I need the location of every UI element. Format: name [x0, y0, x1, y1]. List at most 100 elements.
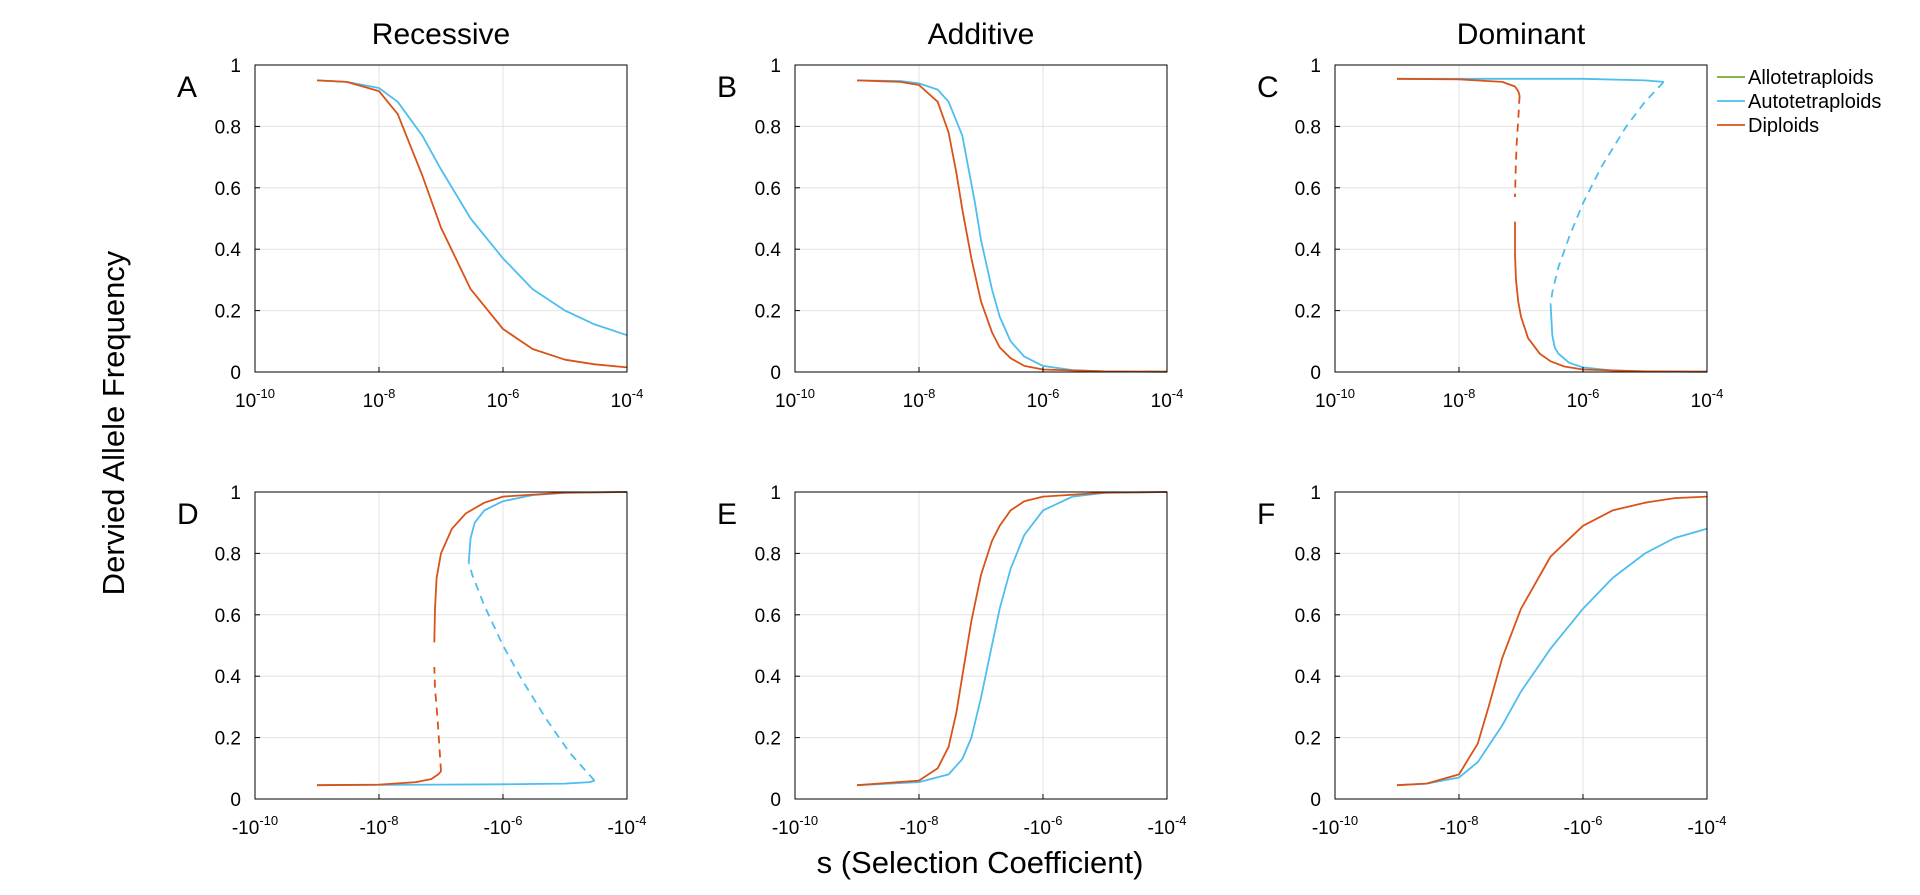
axes-box: [254, 64, 628, 373]
x-tick-exponent: -6: [1048, 386, 1060, 401]
x-axis-title: s (Selection Coefficient): [817, 845, 1144, 880]
x-tick-base: 10: [611, 391, 632, 412]
x-tick-label: 10-8: [903, 386, 936, 412]
x-tick-label: 10-8: [363, 386, 396, 412]
y-tick-label: 1: [230, 56, 241, 77]
axes-box: [254, 491, 628, 800]
series-line-diploids-1: [1514, 95, 1521, 198]
x-tick-base: 10: [1151, 391, 1172, 412]
y-tick-label: 0.2: [755, 302, 781, 323]
x-tick-exponent: -10: [1339, 813, 1358, 828]
y-tick-label: 0.8: [1295, 117, 1321, 138]
x-tick-label: 10-10: [775, 386, 815, 412]
y-tick-label: 0.4: [1295, 667, 1322, 688]
x-tick-exponent: -8: [1467, 813, 1479, 828]
series-line-autotetraploids-2: [1549, 304, 1708, 373]
x-tick-exponent: -4: [632, 386, 644, 401]
series-line-diploids-2: [1514, 221, 1708, 373]
x-tick-label: -10-8: [1439, 813, 1478, 839]
panel-D: 00.20.40.60.81-10-10 -10-8 -10-6 -10-4D: [177, 483, 647, 839]
series-line-diploids-0: [1396, 77, 1521, 96]
panel-letter-B: B: [717, 71, 737, 104]
x-tick-base: -10: [1023, 818, 1050, 839]
x-tick-exponent: -8: [387, 813, 399, 828]
x-tick-base: -10: [1687, 818, 1714, 839]
y-tick-label: 0.4: [755, 240, 782, 261]
x-tick-label: -10-10: [232, 813, 278, 839]
x-tick-base: -10: [232, 818, 259, 839]
y-tick-label: 1: [1310, 56, 1321, 77]
legend-label-autotetraploids: Autotetraploids: [1748, 91, 1881, 113]
series-line-autotetraploids-0: [856, 491, 1168, 787]
y-tick-label: 0.8: [215, 117, 241, 138]
column-title-dominant: Dominant: [1457, 18, 1586, 51]
y-tick-label: 0: [230, 790, 241, 811]
x-tick-exponent: -4: [1175, 813, 1187, 828]
y-tick-label: 1: [770, 56, 781, 77]
y-tick-label: 0.2: [1295, 302, 1321, 323]
panel-letter-D: D: [177, 498, 199, 531]
x-tick-label: -10-4: [1147, 813, 1186, 839]
x-tick-base: 10: [235, 391, 256, 412]
y-tick-label: 0.4: [755, 667, 782, 688]
y-tick-label: 0.2: [1295, 729, 1321, 750]
axes-box: [1334, 491, 1708, 800]
x-tick-exponent: -8: [924, 386, 936, 401]
x-tick-base: -10: [899, 818, 926, 839]
y-tick-label: 0: [770, 790, 781, 811]
x-tick-exponent: -4: [1172, 386, 1184, 401]
x-tick-label: -10-4: [1687, 813, 1726, 839]
y-tick-label: 0.8: [755, 544, 781, 565]
axes-box: [794, 64, 1168, 373]
series-line-autotetraploids-0: [856, 79, 1168, 373]
legend-label-allotetraploids: Allotetraploids: [1748, 67, 1874, 89]
panel-letter-E: E: [717, 498, 737, 531]
series-line-autotetraploids-1: [1549, 81, 1665, 305]
series-line-diploids-0: [856, 79, 1168, 373]
x-tick-base: -10: [607, 818, 634, 839]
series-line-autotetraploids-0: [1396, 527, 1708, 787]
x-tick-base: 10: [363, 391, 384, 412]
y-tick-label: 0.6: [1295, 179, 1321, 200]
x-tick-base: -10: [1147, 818, 1174, 839]
y-tick-label: 0.8: [215, 544, 241, 565]
x-tick-exponent: -6: [1051, 813, 1063, 828]
x-tick-base: 10: [1443, 391, 1464, 412]
series-line-diploids-0: [1396, 495, 1708, 787]
x-tick-exponent: -6: [1588, 386, 1600, 401]
y-tick-label: 1: [770, 483, 781, 504]
y-tick-label: 0.8: [755, 117, 781, 138]
x-tick-exponent: -4: [635, 813, 647, 828]
y-tick-label: 0.6: [215, 606, 241, 627]
x-tick-label: -10-4: [607, 813, 646, 839]
x-tick-exponent: -10: [796, 386, 815, 401]
x-tick-base: -10: [1439, 818, 1466, 839]
x-tick-label: 10-6: [1027, 386, 1060, 412]
y-axis-title: Dervied Allele Frequency: [96, 250, 131, 595]
panel-letter-A: A: [177, 71, 197, 104]
x-tick-base: 10: [1027, 391, 1048, 412]
x-tick-label: -10-6: [1023, 813, 1062, 839]
series-line-diploids-0: [856, 491, 1168, 787]
y-tick-label: 0.4: [215, 240, 242, 261]
x-tick-exponent: -6: [1591, 813, 1603, 828]
y-tick-label: 0: [1310, 790, 1321, 811]
x-tick-label: 10-10: [235, 386, 275, 412]
x-tick-label: -10-6: [483, 813, 522, 839]
x-tick-label: -10-8: [359, 813, 398, 839]
x-tick-base: -10: [772, 818, 799, 839]
axes-box: [1334, 64, 1708, 373]
y-tick-label: 0.6: [1295, 606, 1321, 627]
x-tick-base: 10: [903, 391, 924, 412]
x-tick-exponent: -6: [511, 813, 523, 828]
y-tick-label: 0.4: [1295, 240, 1322, 261]
x-tick-base: 10: [775, 391, 796, 412]
x-tick-label: -10-10: [1312, 813, 1358, 839]
x-tick-base: -10: [359, 818, 386, 839]
panel-letter-F: F: [1257, 498, 1275, 531]
